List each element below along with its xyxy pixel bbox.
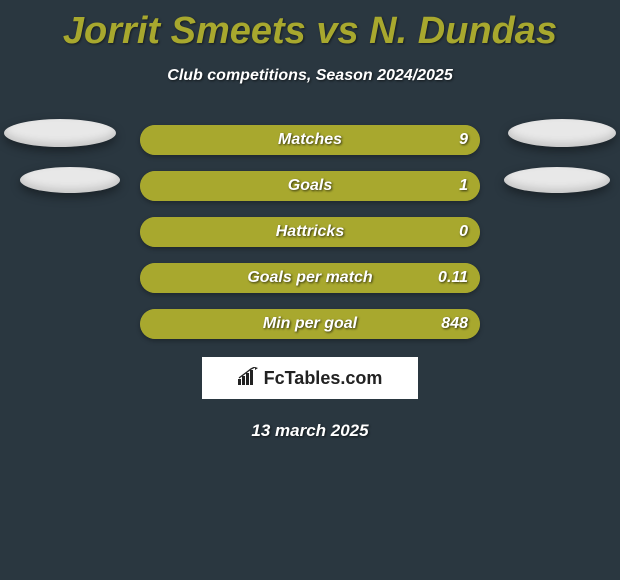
fctables-logo-text: FcTables.com <box>264 368 383 389</box>
stat-bar-fill <box>140 309 480 339</box>
stat-bar-fill <box>140 171 480 201</box>
stat-row: Hattricks 0 <box>140 217 480 247</box>
stat-row: Goals 1 <box>140 171 480 201</box>
player-right-oval-1 <box>508 119 616 147</box>
stat-bar-fill <box>140 217 480 247</box>
comparison-title: Jorrit Smeets vs N. Dundas <box>0 0 620 53</box>
stat-row: Min per goal 848 <box>140 309 480 339</box>
chart-icon <box>238 367 260 390</box>
stats-container: Matches 9 Goals 1 Hattricks 0 Goals per … <box>0 125 620 441</box>
player-left-oval-1 <box>4 119 116 147</box>
stat-row: Goals per match 0.11 <box>140 263 480 293</box>
comparison-subtitle: Club competitions, Season 2024/2025 <box>0 67 620 85</box>
stat-bar-fill <box>140 125 480 155</box>
player-left-oval-2 <box>20 167 120 193</box>
stat-bar-fill <box>140 263 480 293</box>
player-right-oval-2 <box>504 167 610 193</box>
stat-row: Matches 9 <box>140 125 480 155</box>
fctables-logo: FcTables.com <box>202 357 418 399</box>
snapshot-date: 13 march 2025 <box>0 421 620 441</box>
